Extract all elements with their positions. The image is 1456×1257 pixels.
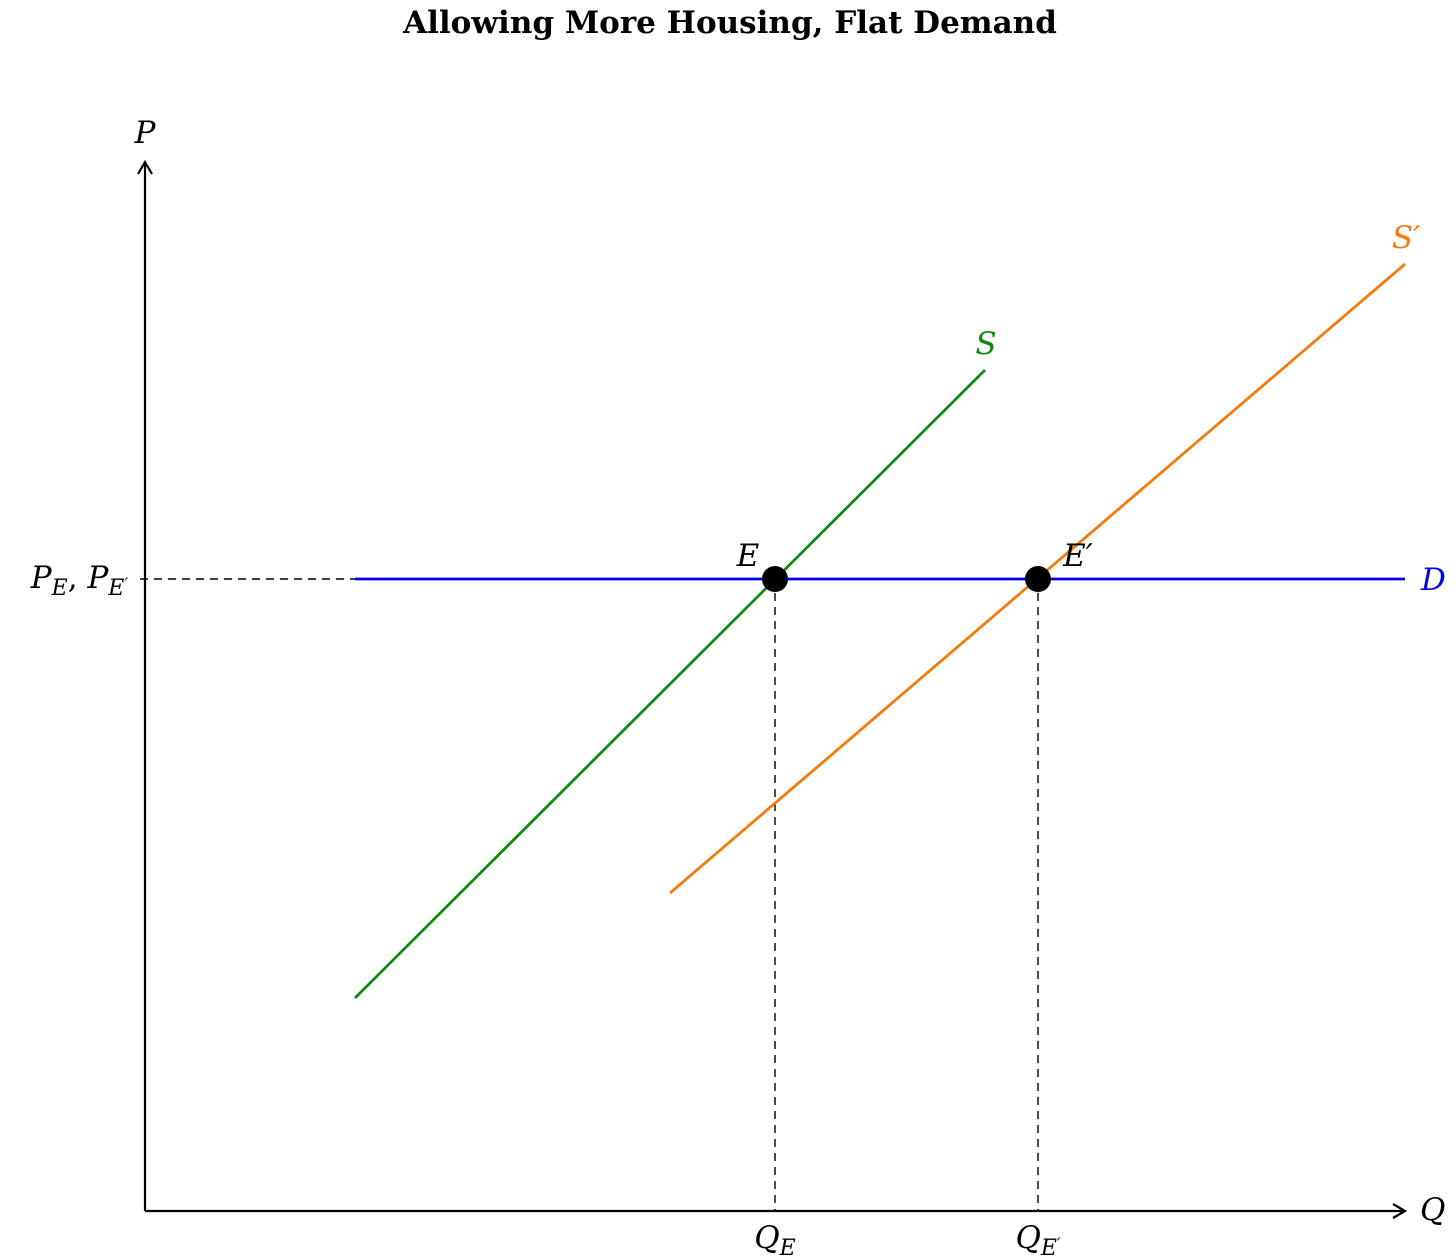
y-axis-label: P [134,115,157,151]
price-tick-label: PE, PE′ [30,560,129,601]
guide-lines [140,578,1039,1211]
axes [137,159,1408,1219]
x-axis-arrow [1392,1203,1408,1219]
supply-curve-label: S [975,326,996,362]
supply-curve [354,369,986,999]
chart-title: Allowing More Housing, Flat Demand [402,5,1057,41]
equilibrium-shifted-point [1025,566,1051,592]
y-axis-arrow [137,159,153,175]
equilibrium-label: E [736,538,760,574]
qe-tick-label: QE [754,1220,795,1257]
equilibrium-point [762,566,788,592]
supply-shifted-curve-label: S′ [1392,220,1420,256]
demand-curve-label: D [1420,562,1446,598]
equilibrium-shifted-label: E′ [1062,538,1093,574]
qe-prime-tick-label: QE′ [1015,1220,1060,1257]
x-axis-label: Q [1420,1192,1445,1228]
